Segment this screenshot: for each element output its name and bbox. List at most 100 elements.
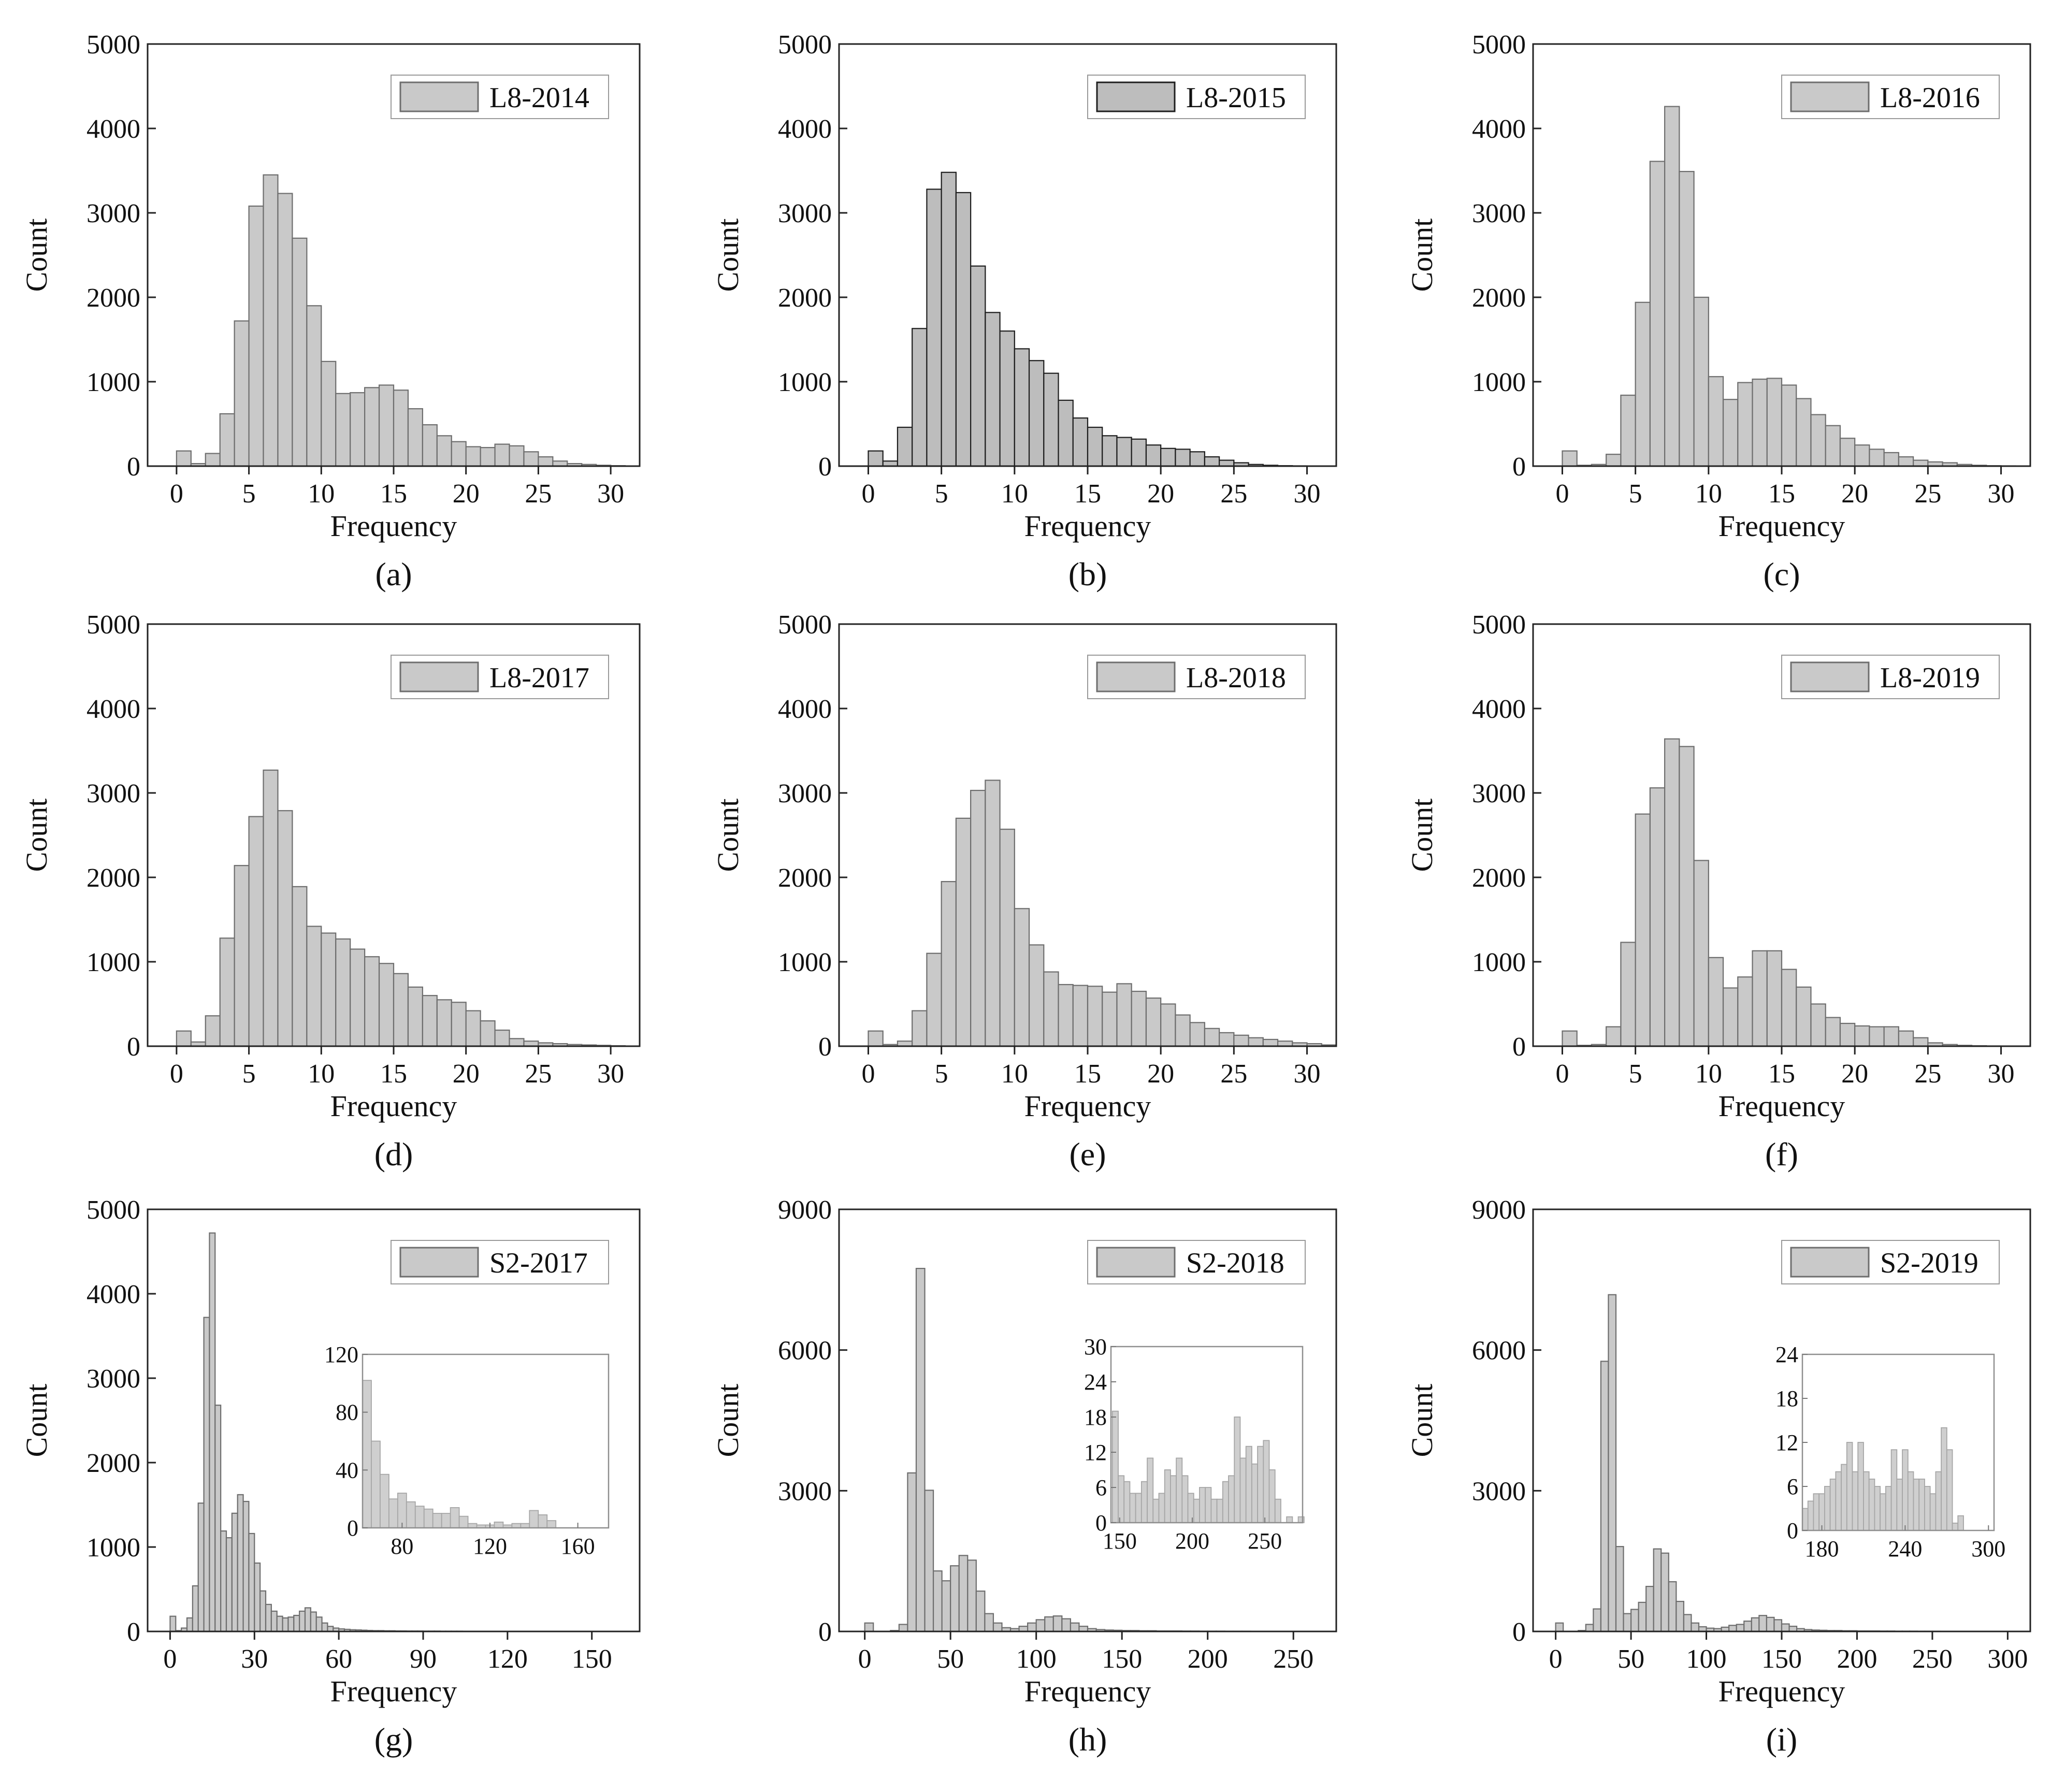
inset-bar (511, 1523, 522, 1528)
inset-histogram: 0 6 12 18 24 30 150 200 250 (1084, 1334, 1305, 1554)
histogram-bar (868, 450, 884, 467)
histogram-bar (422, 995, 438, 1047)
histogram-bar (955, 192, 972, 467)
histogram-bar (335, 393, 351, 467)
y-tick-label: 4000 (778, 695, 832, 724)
y-tick-label: 3000 (86, 779, 140, 808)
x-tick-label: 120 (487, 1644, 528, 1674)
histogram-bar (1219, 1032, 1235, 1047)
legend-swatch (1096, 1247, 1176, 1278)
histogram-bar (941, 881, 957, 1047)
histogram-bar (1810, 1003, 1826, 1047)
inset-y-tick-label: 0 (1095, 1510, 1107, 1536)
y-tick-label: 5000 (1472, 30, 1526, 60)
inset-y-tick-label: 0 (1787, 1518, 1798, 1543)
inset-frame (1110, 1346, 1304, 1524)
histogram-bar (248, 1533, 255, 1632)
panel-label: (a) (375, 556, 412, 592)
histogram-bar (242, 1500, 250, 1632)
histogram-bar (1660, 1552, 1669, 1632)
inset-bar (432, 1513, 442, 1528)
legend-swatch (399, 661, 479, 692)
y-tick-label: 0 (127, 452, 140, 482)
x-tick-label: 30 (597, 1059, 624, 1089)
histogram-bar (393, 973, 409, 1047)
x-tick-label: 30 (597, 479, 624, 509)
x-axis-title: Frequency (330, 1089, 457, 1123)
histogram-bar (912, 1010, 928, 1047)
chart-panel-c: 0 1000 2000 3000 4000 5000 0 5 10 15 20 25 30 Frequen… (1405, 30, 2031, 592)
histogram-bar (1061, 1618, 1071, 1632)
histogram-bar (263, 769, 279, 1047)
histogram-bar (1175, 449, 1191, 467)
histogram-bar (1044, 1616, 1054, 1632)
inset-bar (1846, 1442, 1853, 1531)
inset-y-tick-label: 18 (1775, 1386, 1798, 1411)
x-axis-title: Frequency (330, 509, 457, 543)
inset-bar (1890, 1449, 1898, 1531)
inset-x-tick-label: 300 (1971, 1536, 2005, 1562)
histogram-bar (1189, 1022, 1205, 1047)
x-tick-label: 5 (1629, 479, 1642, 509)
histogram-bar (999, 330, 1015, 467)
inset-bar (1257, 1446, 1264, 1523)
histogram-bar (231, 1512, 238, 1632)
inset-bar (1952, 1522, 1959, 1531)
histogram-bar (992, 1622, 1003, 1632)
histogram-bar (480, 1020, 496, 1047)
y-tick-label: 4000 (1472, 114, 1526, 144)
inset-histogram: 0 6 12 18 24 180 240 300 (1775, 1342, 2005, 1562)
inset-bar (1918, 1478, 1925, 1531)
histogram-bar (277, 193, 293, 467)
inset-bar (450, 1507, 460, 1528)
legend-label: L8-2015 (1186, 82, 1286, 114)
histogram-bar (1758, 1615, 1768, 1632)
x-tick-label: 10 (308, 479, 335, 509)
histogram-bar (1072, 417, 1089, 467)
histogram-bar (1035, 1619, 1046, 1632)
histogram-bar (1160, 447, 1176, 467)
histogram-bar (254, 1562, 261, 1632)
y-tick-label: 2000 (778, 283, 832, 313)
chart-panel-e: 0 1000 2000 3000 4000 5000 0 5 10 15 20 25 30 Frequen… (711, 610, 1337, 1173)
x-tick-label: 25 (525, 1059, 552, 1089)
histogram-bar (509, 1038, 525, 1047)
inset-bar (1187, 1493, 1194, 1523)
x-tick-label: 15 (1768, 479, 1795, 509)
histogram-bar (276, 1615, 283, 1632)
histogram-bar (1070, 1622, 1080, 1632)
legend-label: L8-2018 (1186, 662, 1286, 694)
y-tick-label: 0 (127, 1617, 140, 1647)
inset-y-tick-label: 40 (336, 1457, 358, 1483)
inset-x-tick-label: 240 (1888, 1536, 1922, 1562)
histogram-bar (364, 387, 380, 467)
histogram-bar (864, 1622, 874, 1632)
histogram-bar (378, 384, 395, 467)
inset-bar (371, 1440, 381, 1528)
legend-label: L8-2019 (1880, 662, 1980, 694)
x-tick-label: 250 (1273, 1644, 1313, 1674)
y-tick-label: 2000 (1472, 863, 1526, 893)
inset-bar (1813, 1493, 1820, 1531)
histogram-bar (436, 435, 452, 467)
inset-bar (1135, 1493, 1142, 1523)
histogram-bar (465, 1010, 481, 1047)
histogram-bar (1722, 399, 1739, 467)
inset-y-tick-label: 120 (324, 1342, 358, 1367)
histogram-bar (1683, 1614, 1692, 1632)
histogram-bar (335, 938, 351, 1047)
histogram-bar (1014, 348, 1030, 467)
histogram-bar (1752, 950, 1768, 1047)
inset-bar (1216, 1498, 1223, 1523)
histogram-bar (321, 932, 337, 1047)
y-tick-label: 5000 (86, 30, 140, 60)
x-tick-label: 200 (1837, 1644, 1877, 1674)
inset-x-tick-label: 180 (1805, 1536, 1839, 1562)
x-tick-label: 15 (380, 1059, 407, 1089)
histogram-bar (967, 1559, 977, 1632)
x-axis-title: Frequency (1024, 1089, 1151, 1123)
histogram-bar (219, 413, 235, 467)
y-tick-label: 2000 (86, 1449, 140, 1478)
histogram-bar (1638, 1601, 1647, 1632)
